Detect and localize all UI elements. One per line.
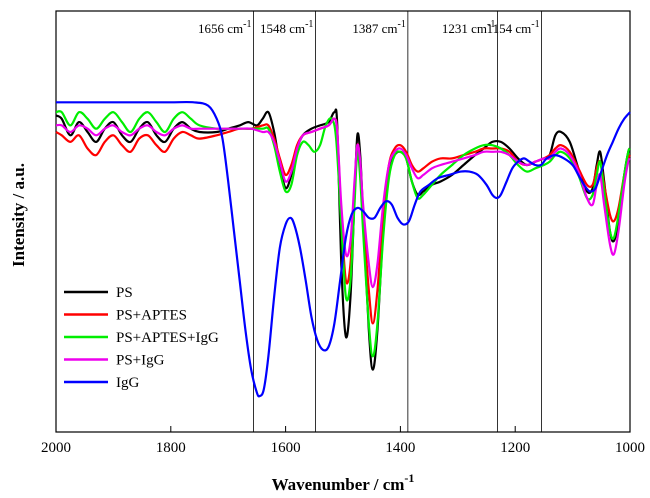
marker-label: 1387 cm-1 bbox=[352, 19, 405, 36]
legend-label: PS+IgG bbox=[116, 353, 165, 369]
x-tick-label: 1800 bbox=[156, 440, 186, 456]
x-axis-label-sup: -1 bbox=[404, 471, 414, 485]
marker-label-sup: -1 bbox=[243, 19, 251, 30]
marker-label-sup: -1 bbox=[305, 19, 313, 30]
marker-label-text: 1548 cm bbox=[260, 21, 305, 36]
plot-frame bbox=[55, 10, 631, 433]
marker-label-sup: -1 bbox=[398, 19, 406, 30]
series-line-igg bbox=[55, 100, 631, 398]
marker-label-text: 1656 cm bbox=[198, 21, 243, 36]
x-tick-label: 1200 bbox=[500, 440, 530, 456]
legend-label: IgG bbox=[116, 375, 139, 391]
x-axis-label-text: Wavenumber / cm bbox=[272, 475, 405, 494]
x-tick-label: 1000 bbox=[615, 440, 645, 456]
marker-label-text: 1231 cm bbox=[442, 21, 487, 36]
x-tick-label: 2000 bbox=[41, 440, 71, 456]
legend-label: PS+APTES bbox=[116, 308, 187, 324]
legend-label: PS bbox=[116, 285, 133, 301]
legend: PS PS+APTES PS+APTES+IgG PS+IgG IgG bbox=[64, 285, 219, 391]
x-tick-label: 1400 bbox=[385, 440, 415, 456]
series-line-ps-igg bbox=[55, 117, 631, 289]
marker-label: 1656 cm-1 bbox=[198, 19, 251, 36]
marker-label: 1548 cm-1 bbox=[260, 19, 313, 36]
x-tick-label: 1600 bbox=[271, 440, 301, 456]
x-axis-ticks: 2000 1800 1600 1400 1200 1000 bbox=[41, 426, 645, 456]
marker-label: 1154 cm-1 bbox=[487, 19, 540, 36]
y-axis-label: Intensity / a.u. bbox=[9, 163, 28, 267]
marker-label: 1231 cm-1 bbox=[442, 19, 495, 36]
marker-label-text: 1387 cm bbox=[352, 21, 397, 36]
marker-label-text: 1154 cm bbox=[487, 21, 532, 36]
marker-label-sup: -1 bbox=[531, 19, 539, 30]
x-axis-label: Wavenumber / cm-1 bbox=[272, 471, 415, 494]
vertical-markers: 1656 cm-1 1548 cm-1 1387 cm-1 1231 cm-11154… bbox=[198, 11, 543, 432]
marker-label-sup: -1 bbox=[487, 19, 495, 30]
series-lines bbox=[55, 100, 631, 398]
legend-label: PS+APTES+IgG bbox=[116, 330, 219, 346]
